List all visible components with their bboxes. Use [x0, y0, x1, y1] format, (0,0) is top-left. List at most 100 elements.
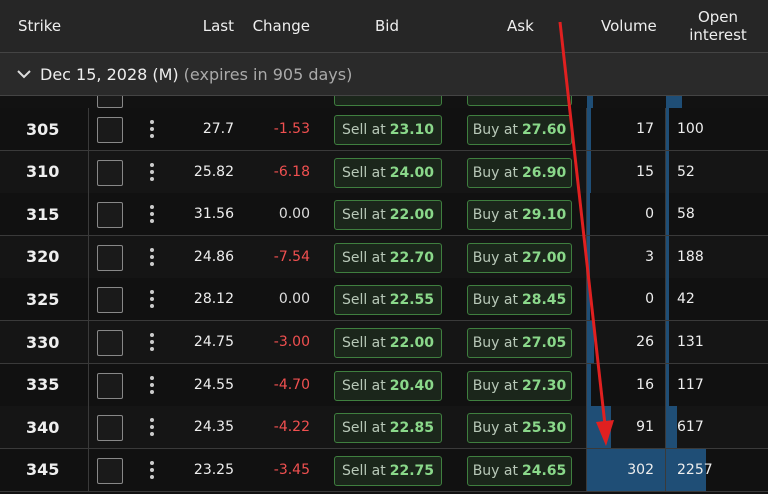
open-interest-bar [666, 363, 669, 406]
change: 0.00 [278, 206, 310, 223]
column-divider [665, 448, 666, 491]
ask-button[interactable]: Buy at 27.60 [467, 115, 572, 145]
menu-dots[interactable] [150, 418, 154, 439]
ask-price: 27.30 [521, 377, 567, 394]
bid-label: Sell at [341, 420, 386, 437]
bid-button[interactable]: Sell at 22.70 [334, 242, 442, 273]
checkbox[interactable] [97, 159, 123, 186]
checkbox[interactable] [97, 457, 123, 484]
open-interest-bar [666, 193, 669, 236]
column-divider [88, 363, 89, 406]
column-divider [586, 108, 587, 150]
bid-label: Sell at [341, 335, 386, 351]
checkbox[interactable] [97, 244, 123, 271]
bid-price: 22.00 [389, 207, 435, 224]
strike: 315 [26, 204, 60, 224]
checkbox[interactable] [97, 372, 123, 399]
open-interest: 52 [677, 163, 695, 180]
ask-label: Buy at [472, 335, 518, 351]
bid-button[interactable]: Sell at 22.85 [334, 413, 442, 444]
ask-button[interactable]: Buy at 27.00 [467, 242, 572, 273]
table-header: Strike Last Change Bid Ask Volume Open interes… [0, 0, 768, 53]
column-divider [88, 193, 89, 236]
chevron [17, 70, 31, 79]
column-divider [665, 235, 666, 278]
volume-bar [587, 448, 665, 491]
bid-label: Sell at [341, 207, 386, 224]
bid-button[interactable]: Sell at 22.00 [334, 200, 442, 231]
ask-label: Buy at [472, 122, 518, 138]
open-interest-bar [666, 235, 670, 278]
ask-price: 27.60 [521, 122, 567, 138]
volume: 91 [636, 419, 654, 436]
option-row: 320 24.86 -7.54 Sell at 22.70 Buy at 27.00 3 188 [0, 235, 768, 279]
volume: 16 [636, 376, 654, 393]
option-row: 340 24.35 -4.22 Sell at 22.85 Buy at 25.30 91 61… [0, 406, 768, 450]
ask-button[interactable]: Buy at 25.30 [467, 413, 572, 444]
column-divider [88, 278, 89, 321]
column-divider [665, 150, 666, 193]
expiry-note: (expires in 905 days) [183, 64, 353, 84]
open-interest: 2257 [677, 461, 713, 478]
bid-button[interactable]: Sell at 20.40 [334, 370, 442, 401]
menu-dots[interactable] [150, 460, 154, 482]
bid-button[interactable]: Sell at 23.10 [334, 115, 442, 145]
column-divider [88, 235, 89, 278]
last: 23.25 [193, 461, 234, 478]
column-divider [665, 193, 666, 236]
checkbox[interactable] [97, 202, 123, 229]
bid-button[interactable]: Sell at 24.00 [334, 157, 442, 188]
open-interest-bar [666, 321, 669, 363]
column-header: Last [202, 17, 234, 35]
menu-dots[interactable] [150, 247, 154, 269]
ask-label: Buy at [472, 207, 518, 224]
checkbox[interactable] [97, 415, 123, 442]
ask-button[interactable]: Buy at 27.30 [467, 370, 572, 401]
strike: 325 [26, 289, 60, 309]
menu-dots[interactable] [150, 205, 154, 226]
expiry-row[interactable]: Dec 15, 2028 (M) (expires in 905 days) [0, 53, 768, 96]
strike: 330 [26, 332, 60, 352]
column-header: Open interest [689, 8, 747, 44]
volume-bar [587, 108, 592, 150]
ask-button[interactable]: Buy at 29.10 [467, 200, 572, 231]
option-row: 335 24.55 -4.70 Sell at 20.40 Buy at 27.30 16 11… [0, 363, 768, 407]
change: -7.54 [273, 248, 310, 265]
menu-dots[interactable] [150, 333, 154, 354]
column-header: Strike [18, 17, 62, 35]
column-divider [586, 321, 587, 363]
ask-price: 27.05 [521, 335, 567, 351]
menu-dots[interactable] [150, 375, 154, 397]
bid-button[interactable]: Sell at 22.75 [334, 455, 442, 486]
ask-button[interactable]: Buy at 24.65 [467, 455, 572, 486]
ask-price: 26.90 [521, 164, 567, 181]
column-divider [586, 406, 587, 449]
last: 24.75 [193, 334, 234, 350]
column-header: Bid [375, 17, 399, 35]
bid-button[interactable]: Sell at 22.00 [334, 328, 442, 358]
checkbox[interactable] [97, 287, 123, 314]
ask-button[interactable]: Buy at 27.05 [467, 328, 572, 358]
checkbox[interactable] [97, 330, 123, 356]
checkbox[interactable] [97, 117, 123, 143]
column-header: Ask [507, 17, 534, 35]
open-interest: 58 [677, 206, 695, 223]
menu-dots[interactable] [150, 120, 154, 141]
ask-label: Buy at [472, 462, 518, 479]
bid-button[interactable]: Sell at 22.55 [334, 285, 442, 316]
change: -3.00 [273, 334, 310, 350]
last: 25.82 [193, 163, 234, 180]
volume-bar [587, 321, 594, 363]
ask-button[interactable]: Buy at 26.90 [467, 157, 572, 188]
menu-dots[interactable] [150, 290, 154, 311]
menu-dots[interactable] [150, 162, 154, 184]
volume: 0 [645, 206, 654, 223]
bid-label: Sell at [341, 122, 386, 138]
volume-bar [587, 193, 590, 236]
bid-label: Sell at [341, 292, 386, 309]
open-interest-bar [666, 108, 669, 150]
volume: 302 [627, 461, 654, 478]
column-divider [586, 363, 587, 406]
column-divider [586, 150, 587, 193]
ask-button[interactable]: Buy at 28.45 [467, 285, 572, 316]
